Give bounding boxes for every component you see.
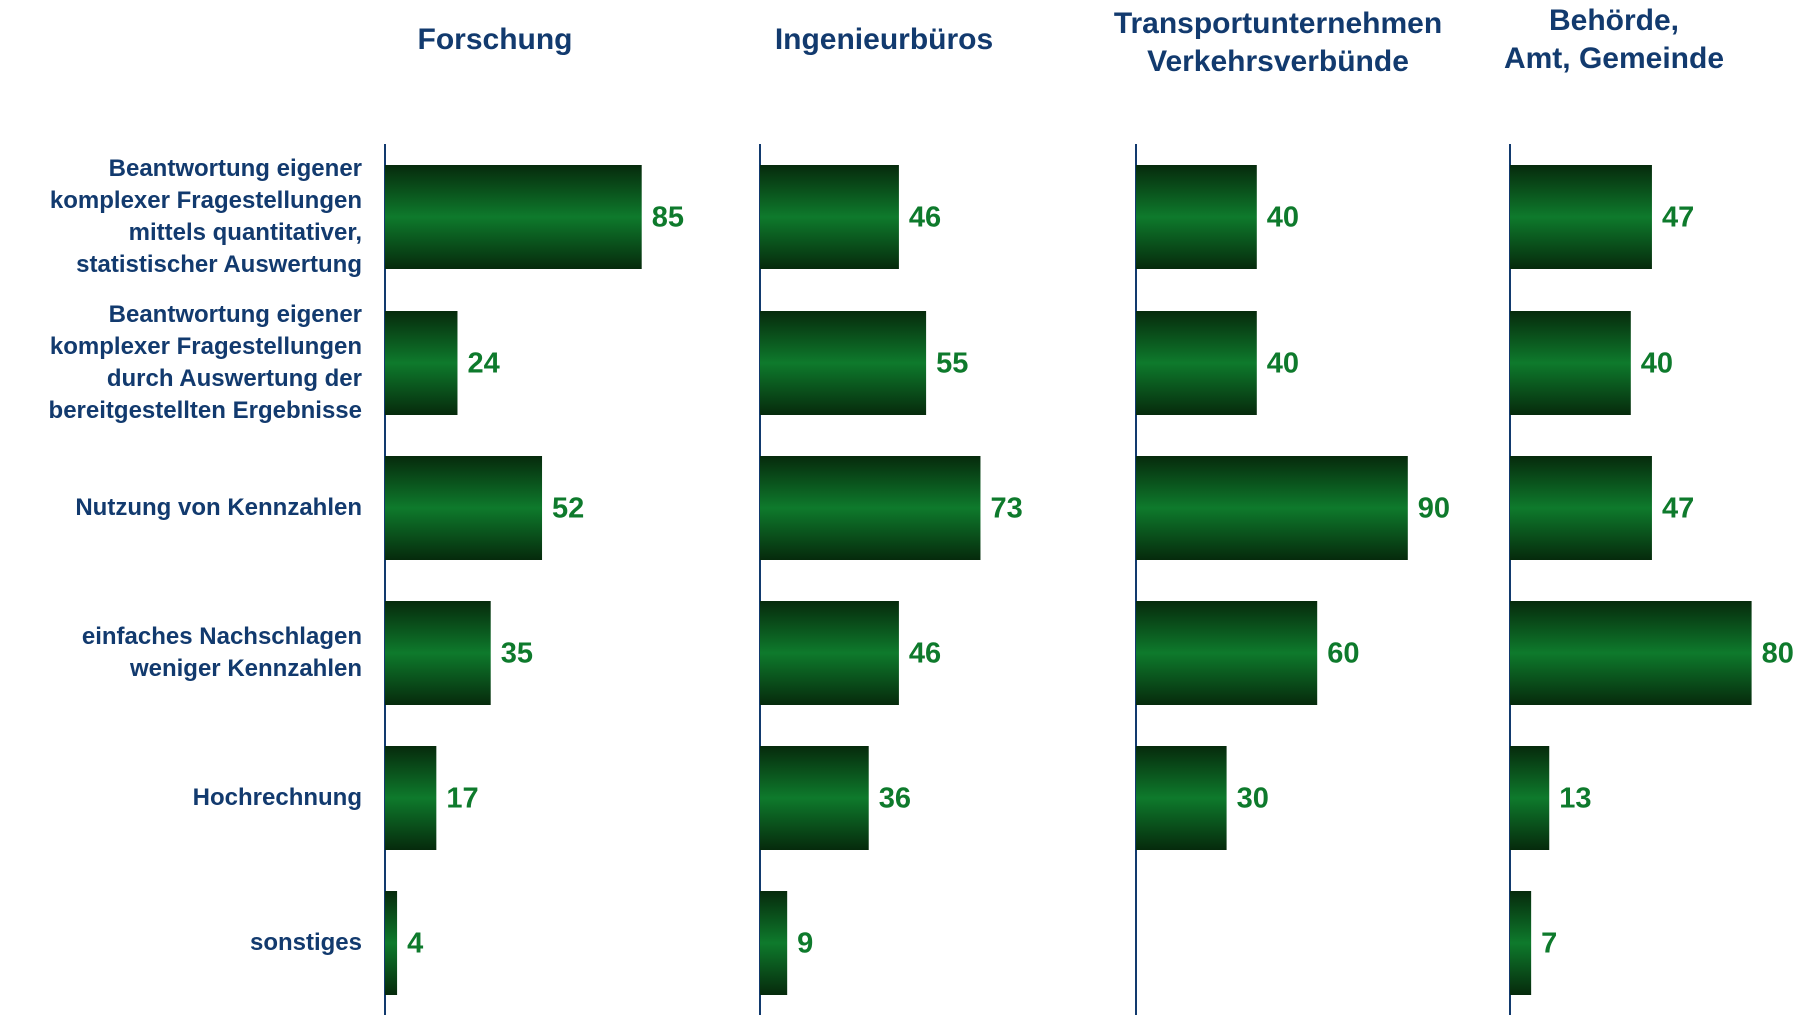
bar xyxy=(1136,601,1318,705)
value-label: 30 xyxy=(1237,783,1269,815)
bar xyxy=(760,601,899,705)
bar xyxy=(385,456,543,560)
value-label: 85 xyxy=(652,202,684,234)
bar xyxy=(760,311,927,415)
value-label: 55 xyxy=(936,348,968,380)
category-label: sonstiges xyxy=(249,929,362,956)
bar xyxy=(1136,746,1227,850)
value-label: 73 xyxy=(990,493,1022,525)
value-label: 9 xyxy=(797,928,813,960)
bar xyxy=(760,891,788,995)
bar xyxy=(385,165,642,269)
bar xyxy=(1510,746,1550,850)
category-label: Beantwortung eigener komplexer Fragestel… xyxy=(49,155,362,278)
bar xyxy=(1510,601,1752,705)
value-label: 36 xyxy=(879,783,911,815)
bar xyxy=(760,456,981,560)
value-label: 7 xyxy=(1541,928,1557,960)
bar xyxy=(760,746,869,850)
category-label: einfaches Nachschlagen weniger Kennzahle… xyxy=(81,623,362,682)
bar xyxy=(385,601,491,705)
panel-title: Forschung xyxy=(417,23,573,56)
value-label: 52 xyxy=(552,493,584,525)
category-label: Beantwortung eigener komplexer Fragestel… xyxy=(48,301,362,424)
value-label: 90 xyxy=(1418,493,1450,525)
value-label: 47 xyxy=(1662,493,1694,525)
bar xyxy=(1510,311,1631,415)
panel-title: Transportunternehmen Verkehrsverbünde xyxy=(1113,7,1443,78)
panel-title: Behörde, Amt, Gemeinde xyxy=(1503,4,1725,75)
bar xyxy=(1136,456,1408,560)
bar xyxy=(760,165,899,269)
bar xyxy=(1136,311,1257,415)
panel-title: Ingenieurbüros xyxy=(774,23,994,56)
value-label: 47 xyxy=(1662,202,1694,234)
category-label: Nutzung von Kennzahlen xyxy=(75,494,362,521)
value-label: 40 xyxy=(1267,348,1299,380)
bar xyxy=(1510,456,1652,560)
value-label: 24 xyxy=(467,348,499,380)
bar xyxy=(1136,165,1257,269)
value-label: 60 xyxy=(1327,638,1359,670)
value-label: 46 xyxy=(909,638,941,670)
value-label: 17 xyxy=(446,783,478,815)
value-label: 13 xyxy=(1559,783,1591,815)
value-label: 4 xyxy=(407,928,423,960)
value-label: 46 xyxy=(909,202,941,234)
category-label: Hochrechnung xyxy=(192,784,362,811)
bar xyxy=(385,891,398,995)
bar xyxy=(385,746,437,850)
bar xyxy=(1510,165,1652,269)
bar xyxy=(385,311,458,415)
value-label: 40 xyxy=(1267,202,1299,234)
value-label: 80 xyxy=(1762,638,1794,670)
value-label: 40 xyxy=(1641,348,1673,380)
value-label: 35 xyxy=(501,638,533,670)
bar xyxy=(1510,891,1532,995)
